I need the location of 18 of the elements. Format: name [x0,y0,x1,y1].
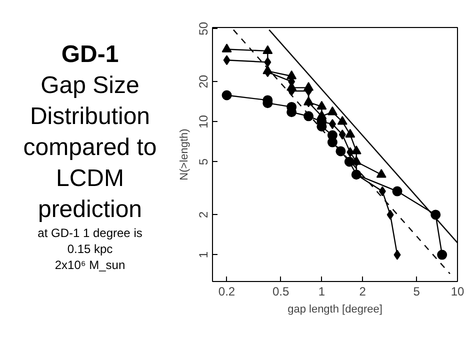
x-tick-label: 2 [359,284,366,298]
y-tick-label: 2 [196,211,210,218]
x-tick-label: 0.5 [272,284,290,298]
text: 2x10⁶ M_sun [54,257,126,273]
y-tick-label: 1 [196,251,210,258]
x-tick-label: 5 [413,284,420,298]
text: at GD-1 1 degree is 0.15 kpc [36,225,144,257]
text: Gap Size Distribution compared to LCDM prediction [22,71,158,225]
x-tick-label: 1 [318,284,326,298]
x-axis-title: gap length [degree] [288,304,382,316]
x-tick-label: 10 [450,284,464,298]
y-axis-title: N(>length) [178,128,190,180]
y-tick-label: 50 [196,22,210,36]
y-tick-label: 10 [196,114,210,128]
y-tick-label: 20 [196,74,210,88]
x-tick-label: 0.2 [218,284,236,298]
text: GD-1 [60,40,120,70]
y-tick-label: 5 [196,158,210,166]
